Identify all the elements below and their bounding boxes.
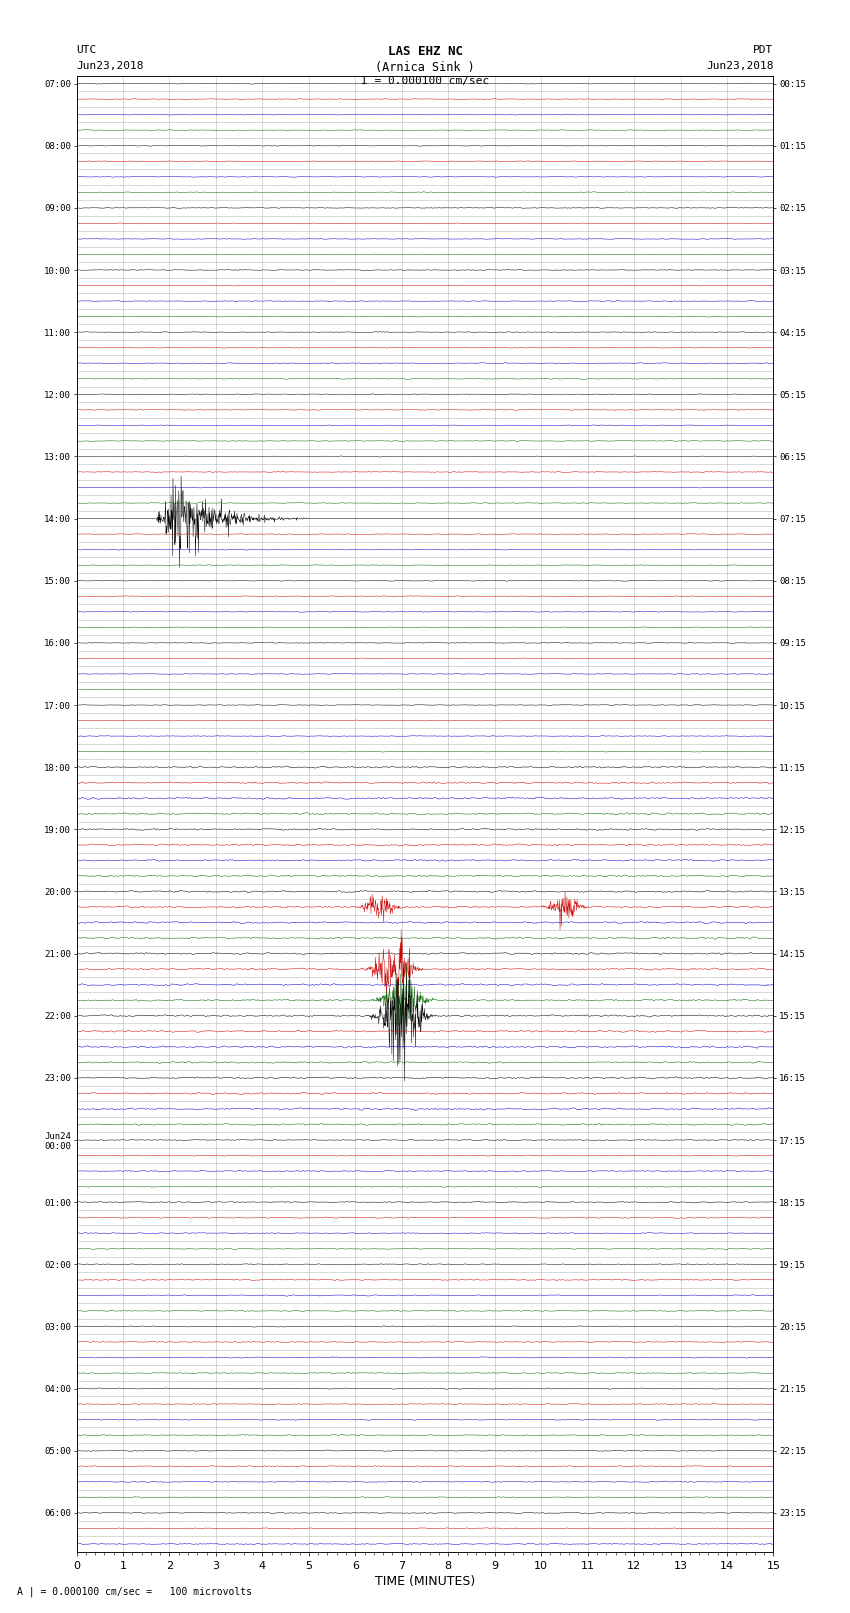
- Text: UTC: UTC: [76, 45, 97, 55]
- Text: Jun23,2018: Jun23,2018: [706, 61, 774, 71]
- Text: Jun23,2018: Jun23,2018: [76, 61, 144, 71]
- Text: A | = 0.000100 cm/sec =   100 microvolts: A | = 0.000100 cm/sec = 100 microvolts: [17, 1586, 252, 1597]
- Text: LAS EHZ NC: LAS EHZ NC: [388, 45, 462, 58]
- Text: PDT: PDT: [753, 45, 774, 55]
- X-axis label: TIME (MINUTES): TIME (MINUTES): [375, 1574, 475, 1587]
- Text: (Arnica Sink ): (Arnica Sink ): [375, 61, 475, 74]
- Text: I = 0.000100 cm/sec: I = 0.000100 cm/sec: [361, 76, 489, 85]
